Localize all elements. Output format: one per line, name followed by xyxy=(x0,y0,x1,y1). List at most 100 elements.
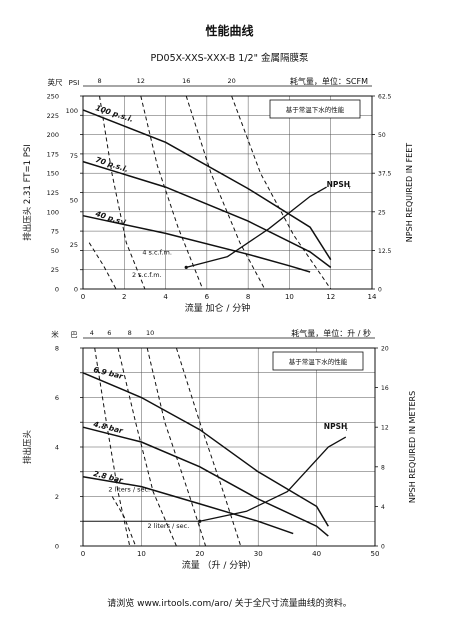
x-tick-label: 20 xyxy=(195,550,204,558)
right-tick-label: 12 xyxy=(381,425,389,432)
air-tick-label: 8 xyxy=(97,77,101,85)
air-tick-label: 4 xyxy=(90,329,94,337)
x-tick-label: 0 xyxy=(81,293,85,301)
curve-marker xyxy=(184,265,188,269)
psi-tick-label: 50 xyxy=(70,196,78,204)
x-axis-label: 流量 加仑 / 分钟 xyxy=(185,302,251,314)
note-box xyxy=(269,99,361,119)
psi-tick-label: 100 xyxy=(66,107,78,115)
plot-frame xyxy=(82,95,373,290)
pressure-curve xyxy=(82,426,329,537)
npsh-label: NPSH xyxy=(327,180,350,189)
page-subtitle: PD05X-XXS-XXX-B 1/2" 金属隔膜泵 xyxy=(150,53,309,64)
air-curve xyxy=(88,242,117,290)
air-curve xyxy=(231,95,332,290)
x-tick-label: 6 xyxy=(205,293,210,301)
y-tick-label: 6 xyxy=(55,394,59,402)
x-tick-label: 10 xyxy=(285,293,294,301)
air-curve xyxy=(117,347,177,547)
npsh-label: NPSH xyxy=(324,422,347,431)
note-box xyxy=(272,351,364,371)
right-tick-label: 0 xyxy=(381,544,385,551)
air-curve xyxy=(185,95,266,290)
npsh-subscript: r xyxy=(346,427,349,433)
y-tick-label: 2 xyxy=(55,493,59,501)
right-tick-label: 12.5 xyxy=(378,248,392,255)
air-tick-label: 20 xyxy=(227,77,235,85)
y-tick-label: 50 xyxy=(51,247,59,255)
air-tick-label: 16 xyxy=(182,77,190,85)
note-label: 基于常温下水的性能 xyxy=(286,105,345,114)
right-axis-label: NPSH REQUIRED IN FEET xyxy=(405,143,414,242)
y-tick-label: 200 xyxy=(47,131,59,139)
page-footer: 请浏览 www.irtools.com/aro/ 关于全尺寸流量曲线的资料。 xyxy=(107,599,352,609)
y-unit-label: 英尺 xyxy=(48,77,63,87)
x-tick-label: 4 xyxy=(163,293,168,301)
pressure-curve xyxy=(82,160,332,268)
psi-tick-label: 75 xyxy=(70,152,78,160)
right-axis-label: NPSH REQUIRED IN METERS xyxy=(408,391,417,503)
right-tick-label: 4 xyxy=(381,504,385,511)
x-tick-label: 14 xyxy=(368,293,377,301)
air-consumption-label: 耗气量，单位：升 / 秒 xyxy=(291,328,371,338)
npsh-curve xyxy=(186,186,327,269)
air-curve xyxy=(111,496,137,547)
right-tick-label: 8 xyxy=(381,464,385,471)
right-tick-label: 16 xyxy=(381,385,389,392)
curve-marker xyxy=(198,519,202,523)
secondary-unit-label: 巴 xyxy=(71,331,78,339)
air-curve xyxy=(94,347,131,547)
secondary-unit-label: PSI xyxy=(69,79,80,87)
air-consumption-label: 耗气量，单位：SCFM xyxy=(290,76,368,86)
right-tick-label: 25 xyxy=(378,209,386,216)
pressure-curve-label: 2.8 bar xyxy=(93,469,126,485)
x-axis-label: 流量 （升 / 分钟） xyxy=(182,559,257,571)
x-tick-label: 30 xyxy=(254,550,263,558)
y-tick-label: 4 xyxy=(55,444,59,452)
pressure-curve xyxy=(82,109,332,261)
x-tick-label: 40 xyxy=(312,550,321,558)
pressure-curve xyxy=(82,475,294,535)
x-tick-label: 0 xyxy=(81,550,85,558)
air-curve-label: 2 s.c.f.m. xyxy=(132,271,162,279)
right-tick-label: 20 xyxy=(381,346,389,353)
x-tick-label: 8 xyxy=(246,293,250,301)
right-tick-label: 62.5 xyxy=(378,94,392,101)
y-tick-label: 8 xyxy=(55,345,59,353)
air-tick-label: 10 xyxy=(146,329,154,337)
npsh-subscript: r xyxy=(349,185,352,191)
pressure-curve xyxy=(82,372,329,527)
y-tick-label: 175 xyxy=(47,150,59,158)
air-tick-label: 6 xyxy=(107,329,111,337)
right-tick-label: 37.5 xyxy=(378,171,392,178)
note-label: 基于常温下水的性能 xyxy=(289,357,348,366)
y-tick-label: 25 xyxy=(51,266,59,274)
y-tick-label: 150 xyxy=(47,170,59,178)
y-tick-label: 225 xyxy=(47,112,59,120)
y-axis-label: 排出压头 xyxy=(22,430,33,465)
air-curve xyxy=(175,347,242,547)
y-tick-label: 100 xyxy=(47,208,59,216)
npsh-curve xyxy=(199,436,347,522)
air-curve-label: 4 s.c.f.m. xyxy=(142,249,172,257)
page-title: 性能曲线 xyxy=(205,24,254,38)
y-tick-label: 125 xyxy=(47,189,59,197)
air-curve-label: 2 liters / sec. xyxy=(148,522,190,530)
y-unit-label: 米 xyxy=(51,329,59,339)
x-tick-label: 2 xyxy=(122,293,126,301)
x-tick-label: 12 xyxy=(326,293,335,301)
y-axis-label: 排出压头 2.31 FT=1 PSI xyxy=(22,144,33,241)
right-tick-label: 0 xyxy=(378,287,382,294)
y-tick-label: 75 xyxy=(51,228,59,236)
psi-tick-label: 25 xyxy=(70,241,78,249)
y-tick-label: 0 xyxy=(55,286,59,294)
pressure-curve-label: 100 p.s.i. xyxy=(94,103,134,124)
air-curve xyxy=(99,95,146,290)
psi-tick-label: 0 xyxy=(74,286,78,294)
air-curve-label: 2 liters / sec. xyxy=(108,486,150,494)
pressure-curve xyxy=(82,214,311,273)
y-tick-label: 250 xyxy=(47,93,59,101)
x-tick-label: 10 xyxy=(137,550,146,558)
